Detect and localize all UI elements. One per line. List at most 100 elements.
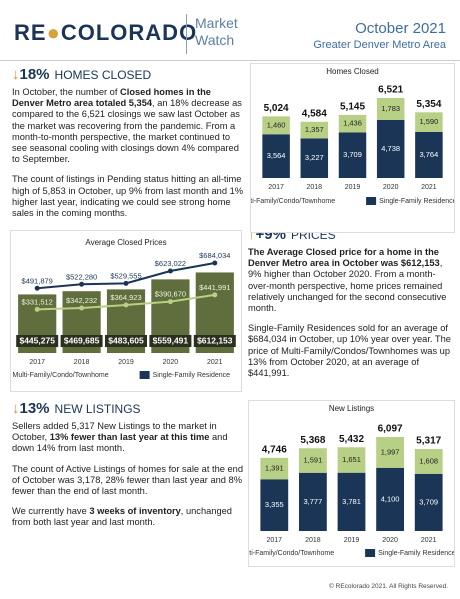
section-head: ↓13% NEW LISTINGS <box>12 400 244 418</box>
bar-label: $612,153 <box>197 335 233 345</box>
title-line: Watch <box>195 32 235 48</box>
point <box>212 292 218 298</box>
change: 18% <box>19 66 50 83</box>
segment-label: 1,783 <box>381 104 400 113</box>
chart: Average Closed Prices $445,275 $469,685 $48… <box>10 230 242 392</box>
bar-label: $559,491 <box>153 335 189 345</box>
point-label: $342,232 <box>66 296 97 305</box>
bar-segment <box>414 449 443 474</box>
paragraph: The Average Closed price for a home in t… <box>248 247 453 314</box>
segment-label: 1,997 <box>381 447 400 456</box>
legend-swatch <box>365 549 376 557</box>
x-tick-label: 2021 <box>421 184 437 191</box>
point-label: $331,512 <box>22 297 53 306</box>
segment-label: 1,460 <box>267 120 286 129</box>
x-tick-label: 2021 <box>421 537 437 544</box>
bar-segment <box>415 112 443 132</box>
point-label: $529,555 <box>110 271 141 280</box>
paragraph: We currently have 3 weeks of inventory, … <box>12 506 244 528</box>
bar-segment <box>376 119 405 178</box>
bar-segment <box>299 472 327 531</box>
text-run: and down 14% from last month. <box>12 432 228 454</box>
footer: © REcolorado 2021. All Rights Reserved. <box>329 583 448 590</box>
section: ↓18% HOMES CLOSED In October, the number o… <box>12 66 244 228</box>
paragraph: In October, the number of Closed homes i… <box>12 87 244 165</box>
logo-right: COLORADO <box>60 20 198 45</box>
section: ↑+9% PRICES The Average Closed price for a… <box>248 226 453 388</box>
label-bg <box>60 335 103 347</box>
bar-segment <box>262 116 290 135</box>
x-tick-label: 2017 <box>267 537 283 544</box>
total-label: 5,368 <box>300 435 325 446</box>
header-rule <box>0 60 460 61</box>
paragraph: The count of Active Listings of homes fo… <box>12 464 244 498</box>
label-bg <box>16 335 59 347</box>
point-label: $623,022 <box>155 259 186 268</box>
divider <box>186 14 187 54</box>
period: October 2021 <box>355 20 446 37</box>
point <box>34 285 40 291</box>
total-label: 6,097 <box>378 424 403 435</box>
bar-segment <box>376 98 405 120</box>
label-bg <box>105 335 147 347</box>
text-run: , 9% higher than October 2020. From a mo… <box>248 258 447 314</box>
point <box>123 280 129 286</box>
segment-label: 3,227 <box>305 153 324 162</box>
bar-segment <box>299 448 327 473</box>
segment-label: 1,357 <box>305 125 324 134</box>
bar-segment <box>300 138 329 178</box>
point <box>79 281 85 287</box>
bar-segment <box>300 121 329 139</box>
segment-label: 3,709 <box>419 497 438 506</box>
total-label: 5,317 <box>416 436 441 447</box>
arrow-icon: ↑ <box>248 226 256 243</box>
point-label: $441,991 <box>199 283 230 292</box>
point <box>167 268 173 274</box>
x-tick-label: 2020 <box>383 184 399 191</box>
text-run: , an 18% decrease as compared to the 6,5… <box>12 98 242 165</box>
total-label: 6,521 <box>378 85 403 96</box>
text-run: We currently have <box>12 506 90 517</box>
bold-run: Closed homes in the Denver Metro area to… <box>12 87 211 109</box>
bar-segment <box>260 457 289 480</box>
legend-label: Multi-Family/Condo/Townhome <box>248 550 334 557</box>
bar-label: $483,605 <box>108 335 144 345</box>
total-label: 5,354 <box>416 99 441 110</box>
bar-segment <box>337 447 366 473</box>
bar-label: $445,275 <box>19 335 55 345</box>
bar-segment <box>337 472 366 531</box>
legend-label: Single-Family Residence <box>378 550 455 557</box>
bar-segment <box>260 479 289 531</box>
segment-label: 3,781 <box>342 497 361 506</box>
text-run: Sellers added 5,317 New Listings to the … <box>12 421 217 443</box>
segment-label: 3,764 <box>420 150 439 159</box>
x-tick-label: 2021 <box>207 359 223 366</box>
heading: NEW LISTINGS <box>54 402 141 416</box>
legend-swatch <box>139 371 150 379</box>
legend-swatch <box>366 197 377 205</box>
x-tick-label: 2018 <box>74 359 90 366</box>
chart: Homes Closed 3,564 1,460 5,024 2017 3,227 1,35… <box>250 63 455 233</box>
segment-label: 3,564 <box>267 151 286 160</box>
bold-run: The Average Closed price for a home in t… <box>248 247 440 269</box>
area: Greater Denver Metro Area <box>313 39 446 51</box>
segment-label: 3,777 <box>304 497 323 506</box>
segment-label: 1,391 <box>265 464 284 473</box>
x-tick-label: 2019 <box>345 184 361 191</box>
period-block: October 2021 Greater Denver Metro Area <box>313 20 446 51</box>
bold-run: 3 weeks of inventory <box>89 506 181 517</box>
bar-segment <box>376 467 404 531</box>
x-tick-label: 2019 <box>118 359 134 366</box>
x-tick-label: 2017 <box>268 184 284 191</box>
x-tick-label: 2019 <box>344 537 360 544</box>
text-run: , unchanged from both last year and last… <box>12 506 232 528</box>
total-label: 5,432 <box>339 434 364 445</box>
paragraph: The count of listings in Pending status … <box>12 174 244 219</box>
bar-segment <box>262 134 290 178</box>
segment-label: 4,100 <box>381 494 400 503</box>
legend-label: Multi-Family/Condo/Townhome <box>250 198 335 205</box>
bar-segment <box>338 132 367 178</box>
text-run: The count of Active Listings of homes fo… <box>12 463 244 497</box>
bar-segment <box>415 131 443 178</box>
